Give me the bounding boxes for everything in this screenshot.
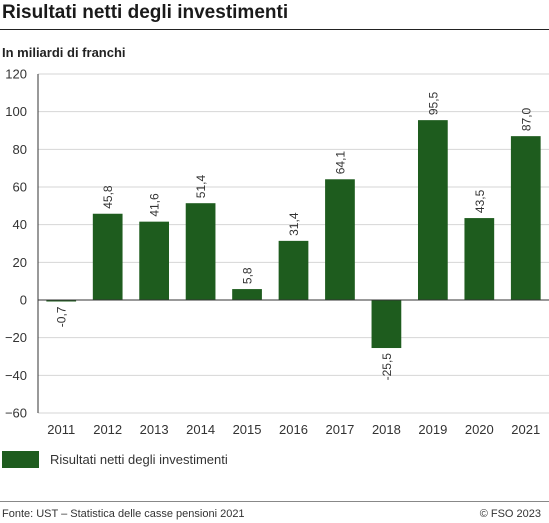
legend-swatch [2,451,39,468]
bar-chart: −60 −40 −20 0 20 40 60 80 100 120 -0,7 2011 45,8 2012… [5,67,549,437]
data-label: 45,8 [101,185,115,209]
bar [278,240,309,300]
copyright-note: © FSO 2023 [479,508,541,520]
y-tick-label: 0 [20,293,27,308]
data-label: 43,5 [473,189,487,213]
bar [510,136,541,300]
x-tick-label: 2019 [418,422,447,437]
y-tick-label: −40 [5,368,27,383]
x-tick-label: 2017 [325,422,354,437]
bar [232,289,262,300]
chart-title: Risultati netti degli investimenti [2,2,289,23]
data-label: -25,5 [380,353,394,381]
bar [185,203,216,300]
x-tick-label: 2018 [372,422,401,437]
x-tick-label: 2014 [186,422,215,437]
title-divider [0,29,549,30]
x-tick-label: 2016 [279,422,308,437]
bar [417,120,448,301]
x-tick-label: 2013 [140,422,169,437]
data-label: 64,1 [333,151,347,175]
data-label: 41,6 [148,193,162,217]
source-note: Fonte: UST – Statistica delle casse pens… [2,508,245,520]
y-tick-label: −60 [5,406,27,421]
chart-subtitle: In miliardi di franchi [2,45,126,60]
bar [325,179,355,300]
data-label: 51,4 [194,175,208,199]
data-label: 95,5 [426,91,440,115]
data-label: 5,8 [241,267,255,284]
y-tick-label: 120 [5,67,27,82]
x-tick-label: 2020 [465,422,494,437]
legend-label: Risultati netti degli investimenti [50,452,228,467]
y-tick-label: 100 [5,104,27,119]
y-tick-label: 40 [13,217,27,232]
y-tick-label: 20 [13,255,27,270]
bar [371,300,402,349]
x-tick-label: 2012 [93,422,122,437]
data-label: 87,0 [519,107,533,131]
x-tick-label: 2021 [511,422,540,437]
footer-divider [0,501,549,502]
y-tick-label: 60 [13,180,27,195]
bar [46,300,77,302]
x-tick-label: 2015 [233,422,262,437]
data-label: 31,4 [287,212,301,236]
bar [92,213,123,300]
bar [139,221,170,300]
x-tick-label: 2011 [47,422,75,437]
y-tick-label: −20 [5,330,27,345]
bar [464,218,495,300]
y-tick-label: 80 [13,142,27,157]
legend: Risultati netti degli investimenti [2,451,228,468]
data-label: -0,7 [55,306,69,327]
